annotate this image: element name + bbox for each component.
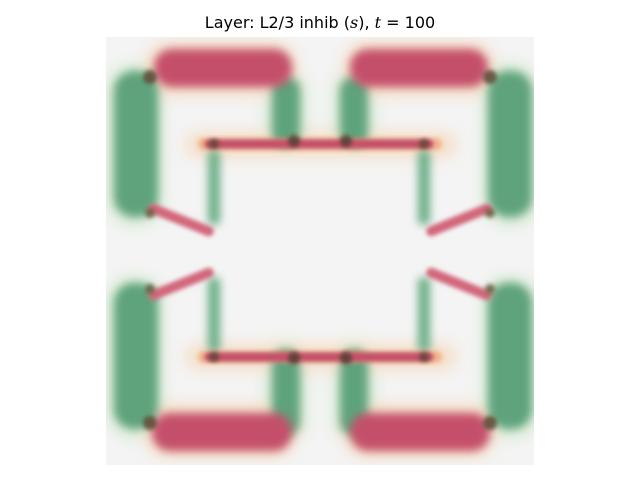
blob-bottom-left [152, 413, 292, 451]
title-prefix: Layer: L2/3 inhib ( [204, 13, 350, 32]
blob-inner-br [340, 349, 368, 435]
blob-left-top [114, 71, 158, 217]
bar-inner-right-top [418, 149, 430, 225]
blob-right-bottom [488, 283, 532, 429]
bar-bottom-horizontal [204, 352, 434, 362]
diagonal-streaks [148, 203, 492, 301]
title-mid: ), [358, 13, 375, 32]
blob-top-left [154, 49, 292, 87]
title-var-s: s [350, 13, 359, 32]
title-var-t: t [374, 13, 382, 32]
bar-inner-left-bottom [208, 277, 220, 353]
title-suffix: = 100 [381, 13, 436, 32]
plot-title: Layer: L2/3 inhib (s), t = 100 [0, 13, 640, 33]
red-blobs [152, 49, 490, 451]
blob-inner-tr [340, 77, 368, 147]
blob-top-right [350, 49, 488, 87]
blob-inner-tl [272, 77, 300, 147]
bar-inner-left-top [208, 149, 220, 225]
blob-right-top [488, 71, 532, 217]
activity-map [106, 37, 534, 465]
inner-bars [198, 138, 442, 363]
blob-left-bottom [114, 283, 158, 429]
bar-inner-right-bottom [418, 277, 430, 353]
activity-map-canvas [106, 37, 534, 465]
overlap-spots [143, 70, 497, 430]
green-blobs [114, 71, 532, 435]
blob-inner-bl [272, 349, 300, 435]
map-background [106, 37, 534, 465]
blob-bottom-right [350, 413, 490, 451]
bar-top-horizontal [204, 139, 434, 149]
